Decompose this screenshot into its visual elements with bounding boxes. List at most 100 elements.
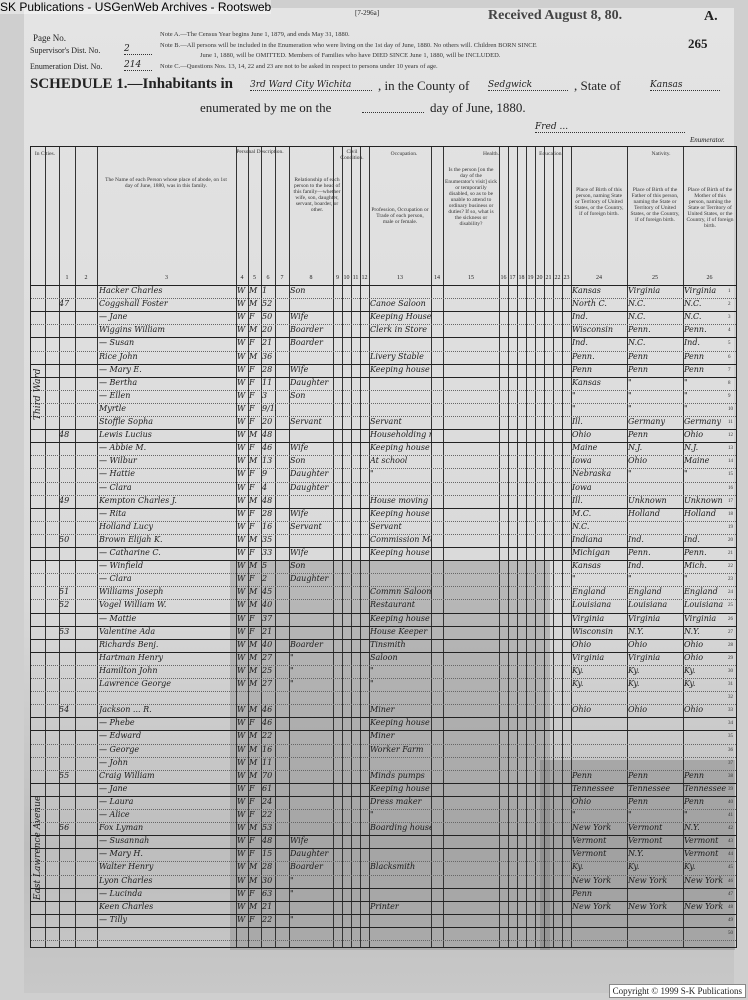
- color: W: [237, 508, 246, 518]
- color: W: [237, 456, 246, 466]
- person-name: — Mary E.: [99, 364, 142, 374]
- occupation: Keeping house: [370, 443, 430, 453]
- sex: F: [249, 482, 255, 492]
- person-name: Lawrence George: [99, 679, 172, 688]
- birthplace: Ind.: [572, 338, 588, 348]
- birthplace: Wisconsin: [572, 626, 614, 636]
- row-rule: [31, 730, 736, 732]
- father-birthplace: New York: [628, 875, 668, 885]
- table-row: 33 54 Jackson ... R. W M 46 Miner Ohio Ohio Ohio: [31, 704, 736, 717]
- mother-birthplace: Ohio: [684, 430, 704, 440]
- row-rule: [31, 416, 736, 417]
- table-row: 13 — Abbie M. W F 46 Wife Keeping house Maine N.…: [31, 442, 736, 455]
- relationship: Boarder: [290, 639, 323, 649]
- table-row: 6 Rice John W M 36 Livery Stable Penn. Penn Penn: [31, 351, 736, 364]
- relationship: ": [290, 914, 294, 924]
- age: 35: [262, 534, 273, 544]
- row-rule: [31, 822, 736, 824]
- mother-birthplace: Ky.: [684, 665, 696, 675]
- row-rule: [31, 940, 736, 941]
- header-civil: Civil Condition.: [340, 149, 364, 161]
- birthplace: Nebraska: [572, 469, 612, 479]
- relationship: ": [290, 888, 294, 898]
- birthplace: North C.: [572, 299, 607, 309]
- person-name: Keen Charles: [99, 901, 154, 911]
- mother-birthplace: N.C.: [684, 312, 702, 322]
- sex: M: [249, 679, 258, 688]
- header-relation: Relationship of each person to the head …: [293, 177, 341, 213]
- mother-birthplace: New York: [684, 875, 724, 885]
- column-number: 13: [397, 275, 403, 281]
- enumerator-signature: Fred ...: [535, 122, 685, 133]
- sex: M: [249, 705, 258, 715]
- age: 24: [262, 796, 273, 806]
- father-birthplace: N.Y.: [628, 626, 644, 636]
- table-row: 4 Wiggins William W M 20 Boarder Clerk in Stor…: [31, 324, 736, 337]
- mother-birthplace: ": [684, 403, 688, 413]
- age: 11: [262, 377, 273, 387]
- header-personal: Personal Description.: [236, 149, 284, 155]
- sex: F: [249, 312, 255, 322]
- sex: M: [249, 652, 258, 662]
- person-name: Kempton Charles J.: [99, 495, 177, 505]
- color: W: [237, 901, 246, 911]
- age: 45: [262, 587, 273, 597]
- note-b: Note B.—All persons will be included in …: [160, 42, 537, 49]
- color: W: [237, 286, 246, 295]
- age: 46: [262, 705, 273, 715]
- mother-birthplace: Ohio: [684, 705, 704, 715]
- column-number: 10: [343, 275, 350, 281]
- color: W: [237, 744, 246, 754]
- color: W: [237, 377, 246, 387]
- sex: F: [249, 469, 255, 479]
- row-rule: [31, 389, 736, 391]
- column-number: 2: [84, 275, 88, 281]
- table-row: 14 — Wilbur W M 13 Son At school Iowa Ohio Maine: [31, 455, 736, 468]
- table-row: 24 51 Williams Joseph W M 45 Commn Saloon Engla…: [31, 586, 736, 599]
- birthplace: Virginia: [572, 613, 605, 623]
- sex: M: [249, 456, 258, 466]
- person-name: — Clara: [99, 574, 132, 584]
- birthplace: Kansas: [572, 377, 601, 387]
- age: 11: [262, 757, 273, 767]
- scan-shadow: [540, 760, 735, 950]
- table-row: 26 — Mattie W F 37 Keeping house Virginia Virgi…: [31, 613, 736, 626]
- line-number: 47: [728, 891, 733, 897]
- table-row: 29 Hartman Henry W M 27 " Saloon Virginia Virgin…: [31, 652, 736, 665]
- row-rule: [31, 769, 736, 771]
- dwelling-number: 49: [59, 495, 70, 505]
- column-number: 4: [240, 275, 244, 281]
- received-stamp: Received August 8, 80.: [488, 8, 623, 23]
- county-value: Sedgwick: [488, 80, 568, 91]
- birthplace: Ohio: [572, 430, 592, 440]
- column-number: 12: [361, 275, 368, 281]
- table-row: 30 Hamilton John W M 25 " " Ky. Ky. Ky.: [31, 665, 736, 678]
- row-rule: [31, 664, 736, 666]
- age: 28: [262, 508, 273, 518]
- source-label[interactable]: SK Publications - USGenWeb Archives - Ro…: [0, 0, 272, 14]
- color: W: [237, 718, 246, 728]
- sex: M: [249, 875, 258, 885]
- line-number: 25: [728, 603, 733, 609]
- age: 20: [262, 325, 273, 335]
- person-name: — Catharine C.: [99, 548, 161, 557]
- color: W: [237, 364, 246, 374]
- color: W: [237, 312, 246, 322]
- row-rule: [31, 782, 736, 784]
- form-number: [7-296a]: [355, 9, 380, 17]
- person-name: Myrtle: [99, 403, 127, 413]
- column-number: 5: [253, 275, 256, 281]
- occupation: Servant: [370, 417, 402, 426]
- father-birthplace: Vermont: [628, 836, 663, 846]
- schedule-title: SCHEDULE 1.—Inhabitants in: [30, 76, 233, 92]
- dwelling-number: 47: [59, 299, 70, 309]
- person-name: — Wilbur: [99, 456, 137, 466]
- page-number: 265: [688, 36, 708, 51]
- birthplace: ": [572, 403, 576, 413]
- father-birthplace: Germany: [628, 417, 665, 426]
- table-row: 44 — Mary H. W F 15 Daughter Vermont N.Y. Vermon…: [31, 848, 736, 861]
- supervisor-label: Supervisor's Dist. No.: [30, 46, 101, 55]
- person-name: Valentine Ada: [99, 626, 156, 636]
- father-birthplace: Penn: [628, 351, 649, 361]
- enumeration-label: Enumeration Dist. No.: [30, 62, 103, 71]
